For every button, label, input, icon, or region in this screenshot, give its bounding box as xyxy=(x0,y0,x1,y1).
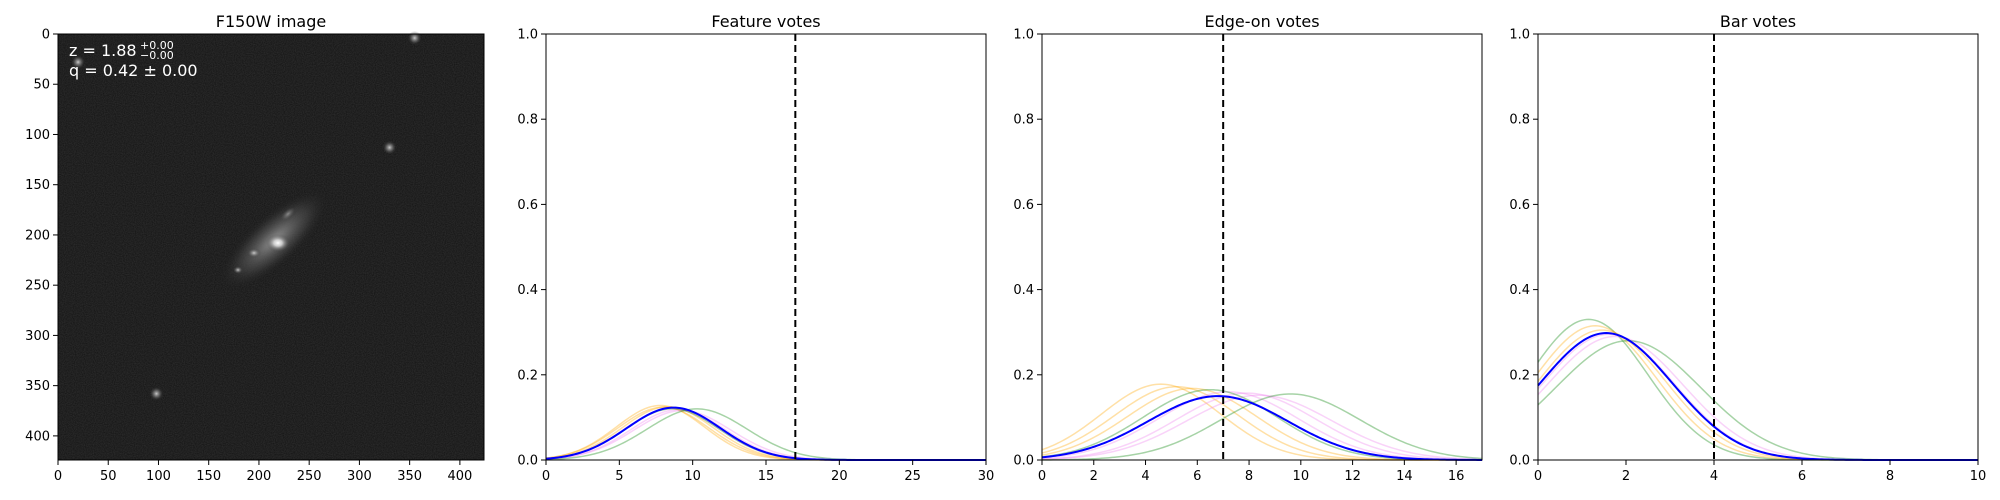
x-tick-label: 5 xyxy=(615,469,623,484)
x-tick-label: 25 xyxy=(904,469,921,484)
image-annotation: z = 1.88 +0.00 −0.00 q = 0.42 ± 0.00 xyxy=(69,39,198,80)
x-tick-label: 100 xyxy=(146,469,171,484)
x-tick-label: 2 xyxy=(1090,469,1098,484)
image-x-axis: 0 50 100 150 200 250 300 350 400 xyxy=(54,460,472,484)
x-tick-label: 12 xyxy=(1344,469,1361,484)
galaxy-core xyxy=(266,233,291,252)
x-tick-label: 14 xyxy=(1396,469,1413,484)
y-tick-label: 50 xyxy=(33,78,50,93)
y-tick-label: 0.6 xyxy=(1013,198,1034,213)
plot-area xyxy=(1538,34,1978,460)
y-tick-label: 0.8 xyxy=(1013,113,1034,128)
axis-ratio-label: q = 0.42 ± 0.00 xyxy=(69,61,198,80)
x-tick-label: 0 xyxy=(1038,469,1046,484)
x-tick-label: 4 xyxy=(1141,469,1149,484)
edge-on-votes-panel: Edge-on votes 0 2 4 6 8 10 12 14 16 0.0 0.2 0.4 0.6 0.… xyxy=(1013,12,1483,484)
y-tick-label: 0 xyxy=(42,28,50,43)
galaxy-clump xyxy=(247,247,262,258)
image-y-axis: 0 50 100 150 200 250 300 350 400 xyxy=(25,28,58,444)
x-tick-label: 350 xyxy=(397,469,422,484)
image-panel: F150W image z = 1.88 +0.00 −0.00 q = 0.4… xyxy=(25,12,485,484)
x-tick-label: 8 xyxy=(1245,469,1253,484)
x-tick-label: 4 xyxy=(1710,469,1718,484)
x-tick-label: 0 xyxy=(1534,469,1542,484)
y-tick-label: 0.0 xyxy=(1509,454,1530,469)
x-tick-label: 6 xyxy=(1193,469,1201,484)
x-tick-label: 20 xyxy=(831,469,848,484)
y-tick-label: 1.0 xyxy=(1509,28,1530,43)
y-tick-label: 150 xyxy=(25,178,50,193)
x-tick-label: 200 xyxy=(247,469,272,484)
panel-title: Edge-on votes xyxy=(1204,12,1319,31)
redshift-upper-error: +0.00 xyxy=(140,39,174,52)
x-tick-label: 150 xyxy=(196,469,221,484)
y-tick-label: 400 xyxy=(25,429,50,444)
plot-frame xyxy=(1041,33,1483,461)
panel-title: Bar votes xyxy=(1720,12,1796,31)
y-tick-label: 0.6 xyxy=(1509,198,1530,213)
x-tick-label: 2 xyxy=(1622,469,1630,484)
y-tick-label: 0.0 xyxy=(1013,454,1034,469)
series-line xyxy=(1041,394,1483,461)
y-tick-label: 1.0 xyxy=(517,28,538,43)
x-tick-label: 10 xyxy=(1293,469,1310,484)
y-tick-label: 0.2 xyxy=(517,368,538,383)
panel-title: Feature votes xyxy=(711,12,820,31)
x-tick-label: 50 xyxy=(100,469,117,484)
y-tick-label: 0.4 xyxy=(1013,283,1034,298)
image-sources xyxy=(71,31,422,401)
series-line xyxy=(1041,393,1483,461)
y-tick-label: 0.4 xyxy=(1509,283,1530,298)
x-tick-label: 8 xyxy=(1886,469,1894,484)
x-tick-label: 10 xyxy=(1970,469,1987,484)
y-tick-label: 350 xyxy=(25,379,50,394)
x-tick-label: 30 xyxy=(978,469,995,484)
y-tick-label: 250 xyxy=(25,279,50,294)
y-tick-label: 300 xyxy=(25,329,50,344)
x-tick-label: 6 xyxy=(1798,469,1806,484)
x-tick-label: 0 xyxy=(542,469,550,484)
image-frame xyxy=(57,33,485,461)
redshift-label: z = 1.88 xyxy=(69,41,137,60)
y-tick-label: 0.6 xyxy=(517,198,538,213)
x-tick-label: 300 xyxy=(347,469,372,484)
y-tick-label: 0.8 xyxy=(1509,113,1530,128)
compact-source xyxy=(407,31,422,46)
plot-area xyxy=(546,34,986,460)
compact-source xyxy=(382,140,397,155)
x-tick-label: 0 xyxy=(54,469,62,484)
redshift-lower-error: −0.00 xyxy=(140,49,174,62)
plot-frame xyxy=(1537,33,1979,461)
feature-votes-panel: Feature votes 0 5 10 15 20 25 30 0.0 0.2 0.4 0.6 0.8… xyxy=(517,12,994,484)
x-tick-label: 250 xyxy=(297,469,322,484)
y-tick-label: 1.0 xyxy=(1013,28,1034,43)
x-tick-label: 15 xyxy=(758,469,775,484)
x-tick-label: 400 xyxy=(447,469,472,484)
x-tick-label: 10 xyxy=(684,469,701,484)
y-tick-label: 0.4 xyxy=(517,283,538,298)
series-line xyxy=(1041,392,1483,461)
image-title: F150W image xyxy=(216,12,326,31)
galaxy-clump xyxy=(279,206,297,222)
y-tick-label: 0.2 xyxy=(1509,368,1530,383)
y-tick-label: 0.0 xyxy=(517,454,538,469)
compact-source xyxy=(149,386,164,401)
y-tick-label: 100 xyxy=(25,128,50,143)
bar-votes-panel: Bar votes 0 2 4 6 8 10 0.0 0.2 0.4 0.6 0.8 1.0 xyxy=(1509,12,1986,484)
x-tick-label: 16 xyxy=(1448,469,1465,484)
y-tick-label: 0.2 xyxy=(1013,368,1034,383)
plot-area xyxy=(1042,34,1482,460)
y-tick-label: 0.8 xyxy=(517,113,538,128)
compact-source xyxy=(71,55,86,70)
y-tick-label: 200 xyxy=(25,228,50,243)
series-line-main xyxy=(1041,395,1483,461)
galaxy-clump xyxy=(233,265,244,274)
